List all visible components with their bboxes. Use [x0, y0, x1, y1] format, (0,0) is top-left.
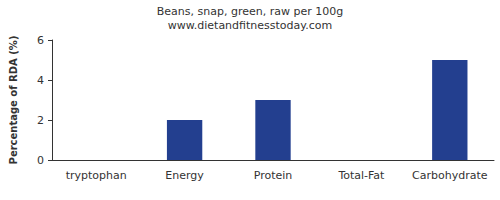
svg-text:Total-Fat: Total-Fat	[337, 169, 385, 182]
svg-text:4: 4	[37, 74, 44, 87]
svg-text:Energy: Energy	[165, 169, 204, 182]
svg-text:2: 2	[37, 114, 44, 127]
svg-text:tryptophan: tryptophan	[66, 169, 127, 182]
svg-text:6: 6	[37, 34, 44, 47]
svg-text:Beans, snap, green, raw per 10: Beans, snap, green, raw per 100g	[157, 5, 343, 18]
svg-text:Protein: Protein	[254, 169, 293, 182]
svg-text:Percentage of RDA (%): Percentage of RDA (%)	[8, 36, 19, 165]
svg-text:0: 0	[37, 154, 44, 167]
svg-text:Carbohydrate: Carbohydrate	[412, 169, 488, 182]
svg-text:www.dietandfitnesstoday.com: www.dietandfitnesstoday.com	[168, 19, 332, 32]
